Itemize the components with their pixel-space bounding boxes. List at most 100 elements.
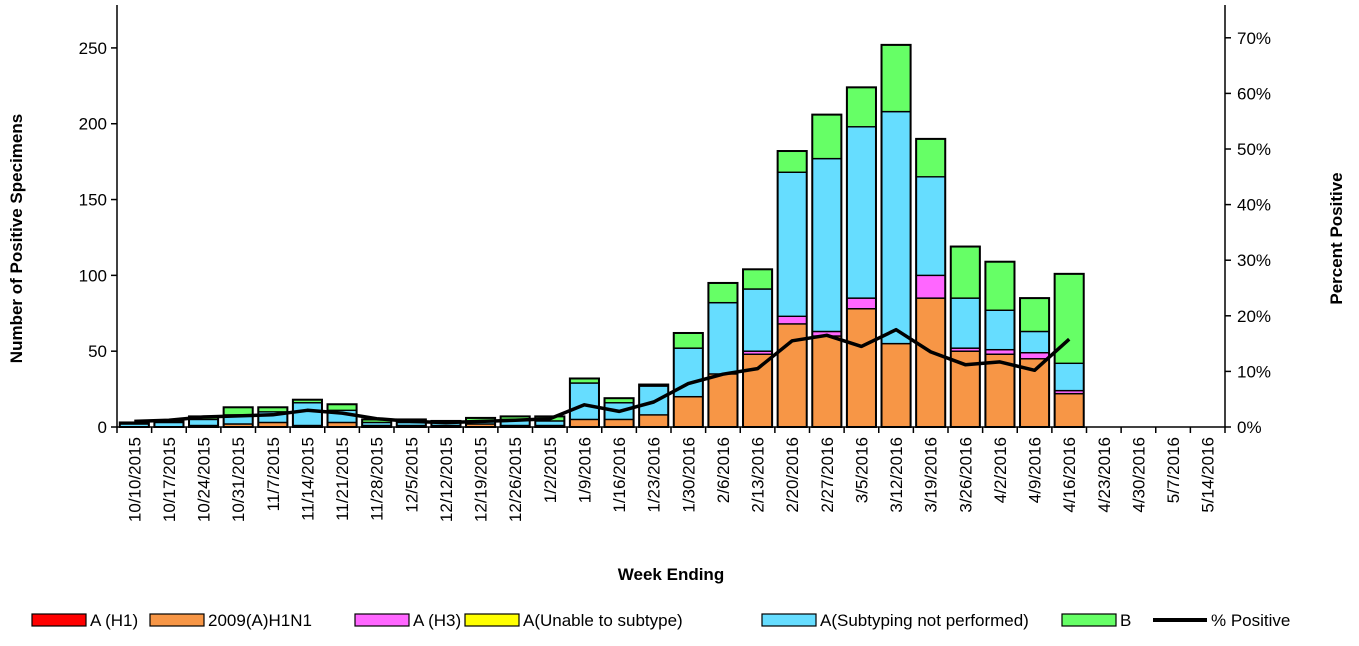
bar-segment-5-16 (673, 332, 704, 349)
legend-label-1: 2009(A)H1N1 (208, 611, 312, 630)
x-tick-label-4: 11/7/2015 (264, 437, 283, 511)
x-tick-label-12: 1/2/2015 (541, 437, 560, 503)
x-tick-label-17: 2/6/2016 (714, 437, 733, 503)
x-tick-label-15: 1/23/2016 (645, 437, 664, 513)
bar-segment-5-24 (950, 245, 981, 299)
x-tick-label-3: 10/31/2015 (229, 437, 248, 522)
bar-segment-4-5 (292, 402, 323, 427)
legend: A (H1) 2009(A)H1N1 A (H3) A(Unable to subty… (31, 611, 1290, 630)
x-tick-label-23: 3/19/2016 (922, 437, 941, 513)
bar-segment-5-26 (1019, 297, 1050, 333)
y-tick-label-5: 250 (79, 39, 107, 58)
x-tick-label-6: 11/21/2015 (333, 437, 352, 521)
bar-segment-4-20 (811, 157, 843, 333)
x-tick-label-8: 12/5/2015 (402, 437, 421, 513)
x-tick-label-9: 12/12/2015 (437, 437, 456, 522)
legend-swatch-4 (761, 613, 817, 627)
x-tick-label-21: 3/5/2016 (852, 437, 871, 503)
x-tick-label-19: 2/20/2016 (783, 437, 802, 513)
bar-segment-1-20 (811, 335, 843, 428)
y2-tick-label-4: 40% (1237, 196, 1271, 215)
bar-segment-4-24 (950, 297, 981, 349)
bar-segment-4-18 (742, 288, 773, 352)
y2-tick-label-1: 10% (1237, 362, 1271, 381)
legend-swatch-3 (464, 613, 520, 627)
bar-segment-5-18 (742, 268, 773, 290)
bar-segment-1-27 (1053, 392, 1085, 428)
x-tick-label-25: 4/2/2016 (991, 437, 1010, 503)
x-tick-label-13: 1/9/2016 (575, 437, 594, 503)
axes-layer: 0 50 100 150 200 250 0% 10% 20% 30% 40% 50% 60% 70% 10… (79, 5, 1271, 522)
bar-segment-4-21 (846, 126, 877, 299)
x-tick-label-27: 4/16/2016 (1060, 437, 1079, 513)
percent-positive-line (134, 327, 1071, 425)
legend-label-5: B (1120, 611, 1131, 630)
bar-segment-5-17 (707, 282, 739, 304)
y2-axis-title: Percent Positive (1327, 172, 1346, 304)
bar-segment-4-17 (707, 301, 739, 375)
y-tick-label-1: 50 (88, 342, 107, 361)
bar-segment-2-19 (776, 315, 808, 325)
bar-segment-4-13 (569, 382, 600, 421)
bar-segment-2-21 (846, 297, 877, 310)
bar-segment-1-15 (638, 414, 669, 428)
bar-segment-4-26 (1019, 330, 1050, 354)
y2-tick-label-2: 20% (1237, 307, 1271, 326)
legend-label-4: A(Subtyping not performed) (820, 611, 1029, 630)
bar-segment-1-17 (707, 373, 739, 428)
legend-swatch-5 (1061, 613, 1117, 627)
x-tick-label-7: 11/28/2015 (368, 437, 387, 521)
x-axis-title: Week Ending (618, 565, 724, 584)
y2-tick-label-3: 30% (1237, 251, 1271, 270)
y-tick-label-0: 0 (98, 418, 107, 437)
y-axis-title: Number of Positive Specimens (7, 114, 26, 363)
x-tick-label-20: 2/27/2016 (818, 437, 837, 513)
bar-segment-1-13 (569, 418, 600, 428)
x-tick-label-0: 10/10/2015 (125, 437, 144, 522)
y2-tick-label-7: 70% (1237, 29, 1271, 48)
bar-segment-4-25 (984, 309, 1016, 351)
bar-segment-5-23 (915, 138, 946, 178)
bars-layer (118, 43, 1085, 429)
x-tick-label-11: 12/26/2015 (506, 437, 525, 522)
bar-segment-5-20 (811, 113, 843, 160)
bar-segment-1-23 (915, 297, 946, 428)
x-tick-label-30: 5/7/2016 (1164, 437, 1183, 503)
y-tick-label-3: 150 (79, 191, 107, 210)
bar-segment-2-23 (915, 274, 946, 299)
x-tick-label-10: 12/19/2015 (472, 437, 491, 522)
legend-label-6: % Positive (1211, 611, 1290, 630)
x-tick-label-28: 4/23/2016 (1095, 437, 1114, 513)
x-tick-label-22: 3/12/2016 (887, 437, 906, 513)
x-tick-label-29: 4/30/2016 (1129, 437, 1148, 513)
bar-segment-4-2 (188, 418, 219, 427)
bar-segment-4-22 (880, 110, 912, 345)
y2-tick-label-0: 0% (1237, 418, 1262, 437)
x-tick-label-31: 5/14/2016 (1199, 437, 1218, 513)
bar-segment-5-3 (222, 406, 254, 416)
x-tick-label-1: 10/17/2015 (160, 437, 179, 522)
x-tick-label-16: 1/30/2016 (679, 437, 698, 513)
y-tick-label-4: 200 (79, 115, 107, 134)
bar-segment-4-19 (776, 171, 808, 318)
bar-segment-1-14 (603, 418, 635, 428)
y-tick-label-2: 100 (79, 266, 107, 285)
bar-segment-2-26 (1019, 351, 1050, 360)
legend-swatch-0 (31, 613, 87, 627)
x-tick-label-5: 11/14/2015 (298, 437, 317, 521)
legend-label-0: A (H1) (90, 611, 138, 630)
legend-swatch-2 (354, 613, 410, 627)
bar-segment-5-19 (776, 150, 808, 173)
x-tick-label-26: 4/9/2016 (1026, 437, 1045, 503)
bar-segment-1-16 (673, 395, 704, 428)
legend-swatch-1 (149, 613, 205, 627)
bar-segment-5-25 (984, 261, 1016, 311)
bar-segment-4-23 (915, 176, 946, 277)
legend-label-3: A(Unable to subtype) (523, 611, 683, 630)
x-tick-label-24: 3/26/2016 (956, 437, 975, 513)
bar-segment-1-22 (880, 342, 912, 428)
bar-segment-5-21 (846, 86, 877, 128)
bar-segment-1-21 (846, 308, 877, 428)
